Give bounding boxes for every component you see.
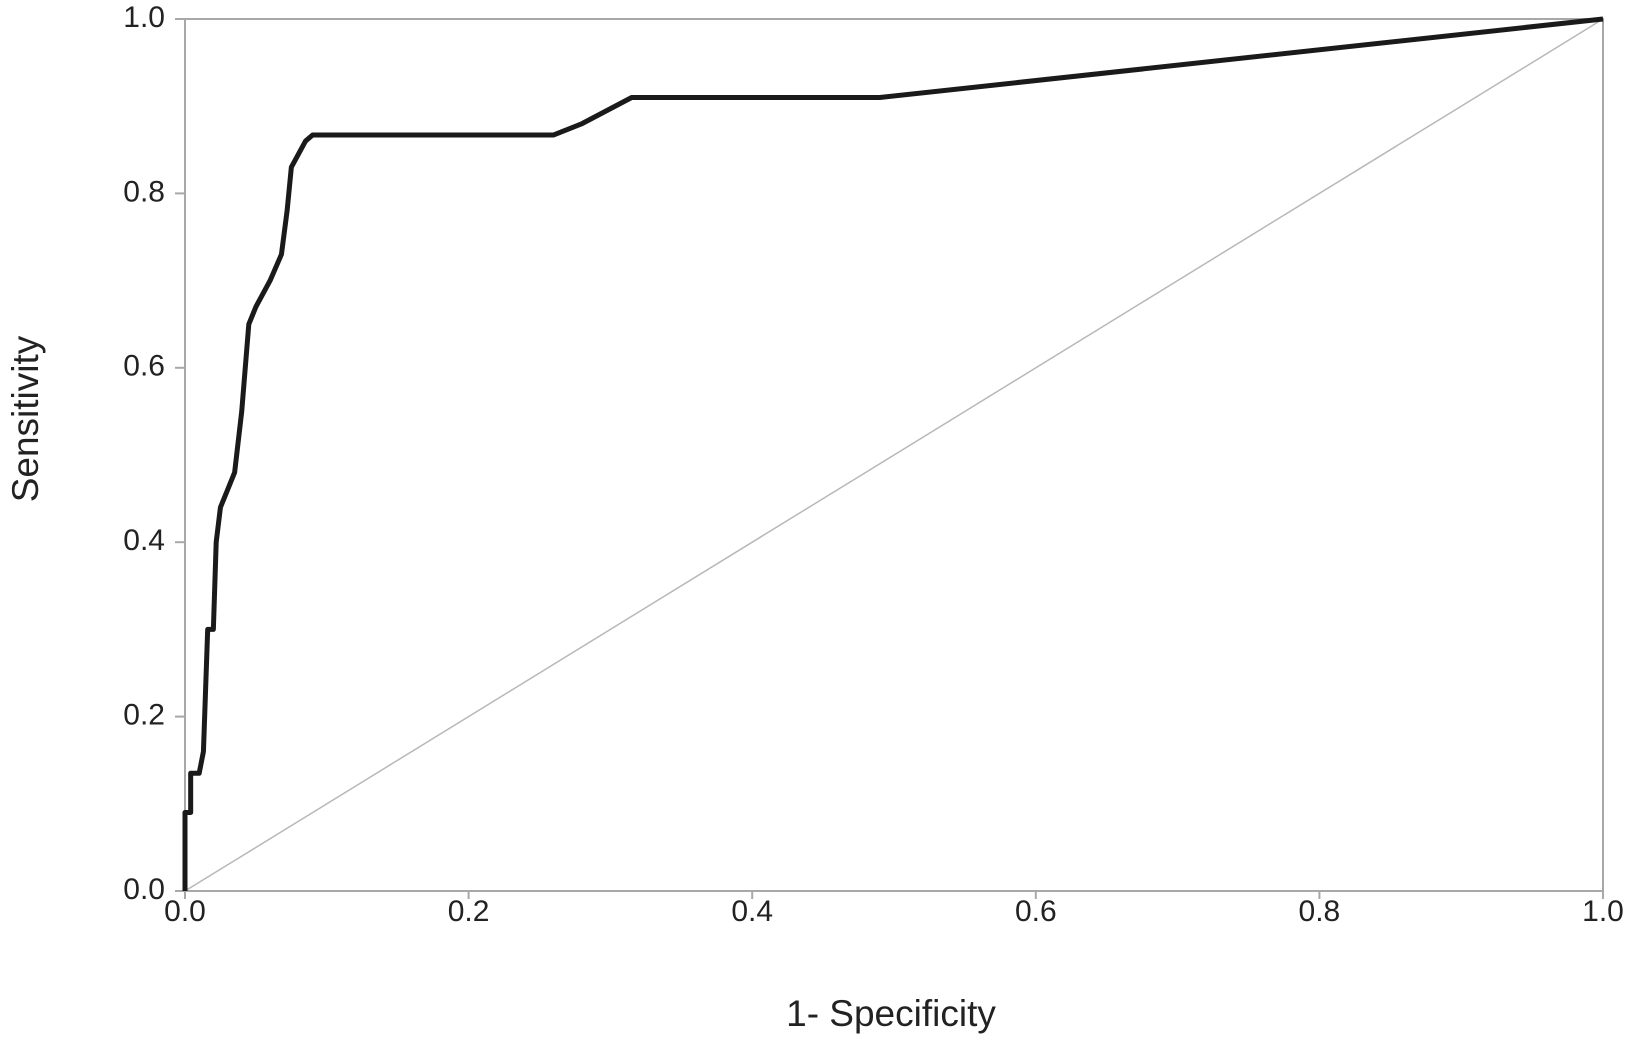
y-tick-label: 0.6 (123, 350, 165, 383)
y-tick-label: 0.0 (123, 873, 165, 906)
y-tick-label: 1.0 (123, 1, 165, 34)
x-tick-label: 0.4 (731, 895, 773, 928)
plot-frame (184, 18, 1604, 892)
y-tick-label: 0.4 (123, 524, 165, 557)
x-tick-label: 0.8 (1299, 895, 1341, 928)
y-tick-label: 0.8 (123, 175, 165, 208)
roc-curve (182, 16, 1604, 891)
y-tick-label: 0.2 (123, 699, 165, 732)
x-tick-label: 1.0 (1582, 895, 1624, 928)
x-tick-label: 0.6 (1015, 895, 1057, 928)
x-tick-label: 0.0 (164, 895, 206, 928)
x-tick-label: 0.2 (448, 895, 490, 928)
y-axis-label: Sensitivity (5, 335, 46, 502)
x-axis-label: 1- Specificity (786, 993, 996, 1034)
reference-line (184, 18, 1604, 892)
